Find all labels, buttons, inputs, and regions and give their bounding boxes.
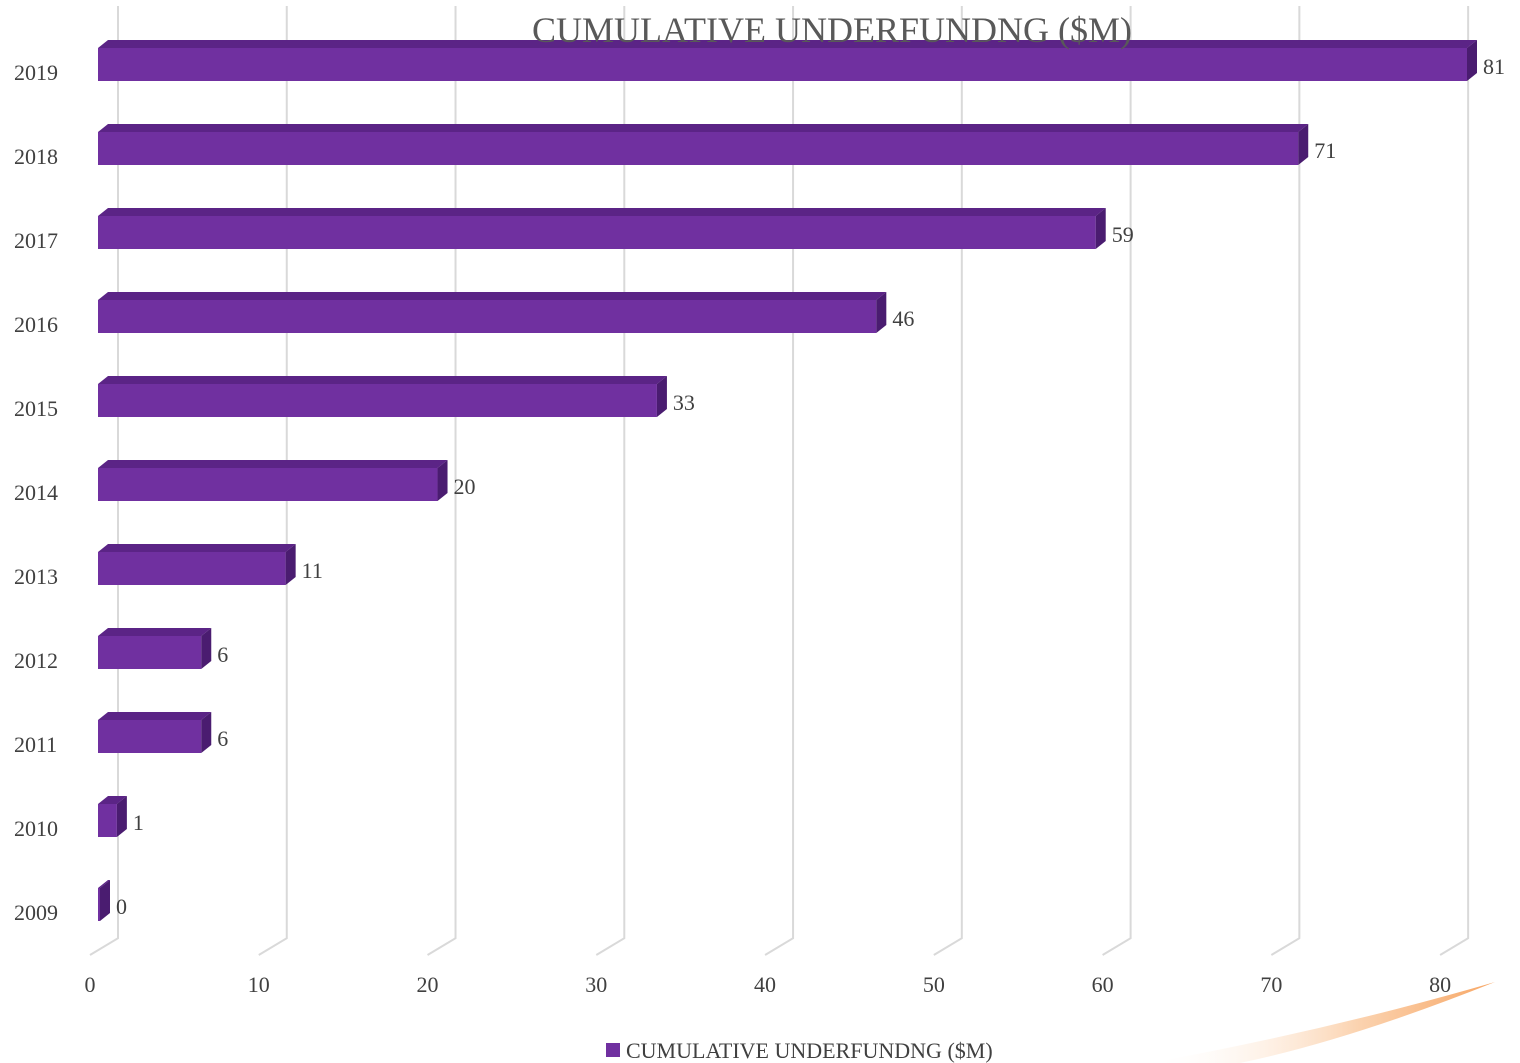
bar-top-face xyxy=(98,40,1477,48)
bar-front-face xyxy=(98,468,438,501)
bar-side-face xyxy=(201,712,212,753)
y-category-label: 2013 xyxy=(14,564,58,589)
bar-side-face xyxy=(1095,208,1106,249)
bar-top-face xyxy=(98,628,212,636)
bar-2013 xyxy=(98,544,296,585)
bar-front-face xyxy=(98,48,1467,81)
data-label: 6 xyxy=(217,642,228,667)
bar-front-face xyxy=(98,300,877,333)
data-label: 46 xyxy=(892,306,914,331)
bar-front-face xyxy=(98,132,1299,165)
bar-2015 xyxy=(98,376,667,417)
bar-top-face xyxy=(98,796,127,804)
bar-top-face xyxy=(98,292,887,300)
y-category-label: 2012 xyxy=(14,648,58,673)
gridline xyxy=(1439,6,1470,956)
data-label: 81 xyxy=(1483,54,1505,79)
bar-front-face xyxy=(98,720,202,753)
data-label: 20 xyxy=(454,474,476,499)
y-category-label: 2014 xyxy=(14,480,58,505)
bar-front-face xyxy=(98,384,657,417)
data-label: 11 xyxy=(302,558,323,583)
bar-top-face xyxy=(98,460,448,468)
gridline xyxy=(1270,6,1301,956)
gridline xyxy=(1102,6,1132,956)
x-tick-label: 70 xyxy=(1260,972,1282,997)
x-tick-label: 80 xyxy=(1429,972,1451,997)
data-label: 6 xyxy=(217,726,228,751)
legend-swatch xyxy=(606,1043,620,1057)
bar-side-face xyxy=(1467,40,1477,81)
bar-front-face xyxy=(98,804,117,837)
bar-side-face xyxy=(100,880,110,921)
x-tick-label: 0 xyxy=(85,972,96,997)
data-label: 59 xyxy=(1112,222,1134,247)
y-category-label: 2010 xyxy=(14,816,58,841)
bar-front-face xyxy=(98,636,202,669)
bar-front-face xyxy=(98,216,1096,249)
bar-2017 xyxy=(98,208,1106,249)
bar-2014 xyxy=(98,460,448,501)
bar-2009 xyxy=(98,880,110,921)
y-category-label: 2009 xyxy=(14,900,58,925)
gridline xyxy=(933,6,963,956)
bars-group xyxy=(98,40,1477,921)
bar-2010 xyxy=(98,796,127,837)
y-category-label: 2015 xyxy=(14,396,58,421)
chart-title: CUMULATIVE UNDERFUNDNG ($M) xyxy=(532,10,1132,50)
data-label: 0 xyxy=(116,894,127,919)
y-category-label: 2011 xyxy=(14,732,57,757)
y-category-label: 2017 xyxy=(14,228,58,253)
y-category-label: 2019 xyxy=(14,60,58,85)
bar-top-face xyxy=(98,712,212,720)
x-tick-label: 50 xyxy=(923,972,945,997)
bar-side-face xyxy=(116,796,127,837)
bar-side-face xyxy=(285,544,296,585)
x-tick-label: 30 xyxy=(585,972,607,997)
x-tick-label: 20 xyxy=(417,972,439,997)
bar-2016 xyxy=(98,292,887,333)
bar-top-face xyxy=(98,544,296,552)
data-label: 33 xyxy=(673,390,695,415)
y-category-label: 2018 xyxy=(14,144,58,169)
labels-group: 0 10 20 30 40 50 60 70 8081201971201859201746201… xyxy=(14,54,1505,997)
bar-top-face xyxy=(98,376,667,384)
bar-side-face xyxy=(437,460,448,501)
bar-front-face xyxy=(98,552,286,585)
bar-2019 xyxy=(98,40,1477,81)
legend-label: CUMULATIVE UNDERFUNDNG ($M) xyxy=(626,1038,993,1063)
bar-top-face xyxy=(98,208,1106,216)
data-label: 1 xyxy=(133,810,144,835)
x-tick-label: 10 xyxy=(248,972,270,997)
bar-side-face xyxy=(1298,124,1309,165)
y-category-label: 2016 xyxy=(14,312,58,337)
x-tick-label: 60 xyxy=(1092,972,1114,997)
bar-2018 xyxy=(98,124,1309,165)
legend: CUMULATIVE UNDERFUNDNG ($M) xyxy=(606,1038,993,1063)
bar-side-face xyxy=(656,376,667,417)
bar-front-face xyxy=(98,888,100,921)
bar-side-face xyxy=(876,292,887,333)
data-label: 71 xyxy=(1314,138,1336,163)
bar-side-face xyxy=(201,628,212,669)
bar-top-face xyxy=(98,880,110,888)
bar-top-face xyxy=(98,124,1309,132)
bar-2011 xyxy=(98,712,212,753)
bar-2012 xyxy=(98,628,212,669)
x-tick-label: 40 xyxy=(754,972,776,997)
